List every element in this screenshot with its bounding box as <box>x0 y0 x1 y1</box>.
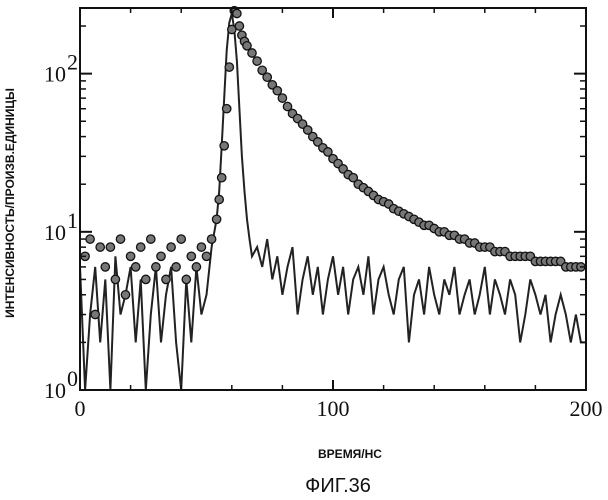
decay-point <box>142 275 150 283</box>
decay-point <box>182 275 190 283</box>
decay-point <box>132 263 140 271</box>
decay-point <box>167 243 175 251</box>
decay-point <box>207 235 215 243</box>
decay-point <box>172 263 180 271</box>
decay-point <box>116 235 124 243</box>
plot-frame <box>80 8 586 390</box>
decay-point <box>86 235 94 243</box>
decay-point <box>157 252 165 260</box>
decay-point <box>235 22 243 30</box>
decay-point <box>111 275 119 283</box>
decay-point <box>152 263 160 271</box>
decay-point <box>121 291 129 299</box>
decay-point <box>202 252 210 260</box>
decay-point <box>253 57 261 65</box>
decay-point <box>137 243 145 251</box>
decay-point <box>218 174 226 182</box>
y-axis-label: ИНТЕНСИВНОСТЬ/ПРОИЗВ.ЕДИНИЦЫ <box>3 88 17 318</box>
decay-point <box>248 49 256 57</box>
decay-point <box>263 73 271 81</box>
decay-point <box>212 215 220 223</box>
decay-point <box>147 235 155 243</box>
decay-point <box>220 142 228 150</box>
x-axis-label: ВРЕМЯ/НС <box>318 447 382 461</box>
y-tick-exponent: 0 <box>67 366 78 391</box>
response-line <box>80 14 586 391</box>
y-tick-label: 10 <box>44 378 66 403</box>
y-tick-label: 10 <box>44 62 66 87</box>
y-tick-label: 10 <box>44 220 66 245</box>
decay-point <box>273 87 281 95</box>
decay-point <box>106 243 114 251</box>
figure-caption: ФИГ.36 <box>305 475 371 497</box>
decay-point <box>233 9 241 17</box>
decay-point <box>162 275 170 283</box>
decay-point <box>91 310 99 318</box>
decay-point <box>101 263 109 271</box>
decay-point <box>197 243 205 251</box>
decay-point <box>96 243 104 251</box>
y-tick-exponent: 1 <box>67 208 78 233</box>
x-tick-label: 0 <box>75 396 86 421</box>
decay-point <box>223 105 231 113</box>
x-tick-label: 100 <box>317 396 350 421</box>
decay-point <box>126 252 134 260</box>
decay-point <box>225 63 233 71</box>
x-tick-label: 200 <box>570 396 603 421</box>
decay-point <box>215 195 223 203</box>
decay-point <box>278 94 286 102</box>
decay-point <box>192 263 200 271</box>
decay-point <box>187 252 195 260</box>
decay-point <box>177 235 185 243</box>
y-tick-exponent: 2 <box>67 50 78 75</box>
